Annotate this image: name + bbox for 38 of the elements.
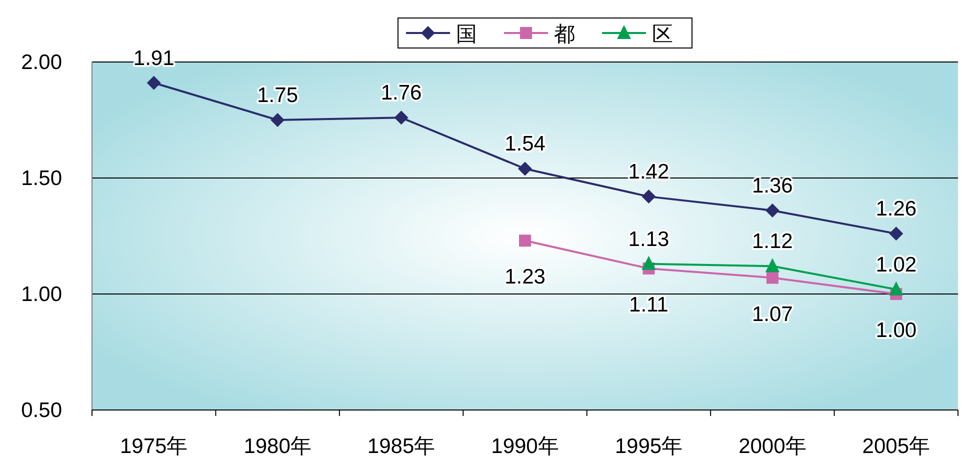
y-tick-label: 2.00 <box>21 51 62 74</box>
data-label: 1.11 <box>629 293 668 316</box>
y-tick-label: 1.50 <box>21 167 62 190</box>
data-label: 1.07 <box>752 302 793 326</box>
x-tick-label: 1985年 <box>367 435 436 458</box>
x-tick-label: 1980年 <box>244 435 312 458</box>
x-tick-label: 2000年 <box>738 435 806 458</box>
data-label: 1.00 <box>876 319 917 342</box>
point <box>766 272 778 284</box>
point <box>270 113 285 127</box>
point <box>889 281 904 296</box>
point <box>765 203 780 218</box>
point <box>765 258 780 272</box>
point <box>394 110 408 125</box>
data-label: 1.76 <box>380 82 422 105</box>
data-label: 1.75 <box>257 84 298 107</box>
point <box>642 256 656 270</box>
data-label: 1.02 <box>876 253 917 276</box>
data-label: 1.54 <box>504 132 546 156</box>
data-label: 1.12 <box>752 230 793 254</box>
point <box>519 234 531 247</box>
legend-label: 国 <box>456 23 477 46</box>
point <box>146 76 161 90</box>
data-label: 1.26 <box>876 198 917 221</box>
data-label: 1.13 <box>628 228 670 251</box>
data-label: 1.23 <box>504 266 546 289</box>
legend-label: 区 <box>652 23 673 46</box>
legend-label: 都 <box>554 23 575 46</box>
x-tick-label: 1975年 <box>120 435 188 458</box>
x-tick-label: 2005年 <box>862 435 930 458</box>
x-tick-label: 1990年 <box>491 435 559 458</box>
point <box>518 162 532 176</box>
data-label: 1.36 <box>752 174 793 198</box>
point <box>889 226 904 241</box>
x-tick-label: 1995年 <box>614 435 683 458</box>
y-tick-label: 0.50 <box>21 399 62 422</box>
point <box>642 190 656 204</box>
y-tick-label: 1.00 <box>21 283 62 306</box>
